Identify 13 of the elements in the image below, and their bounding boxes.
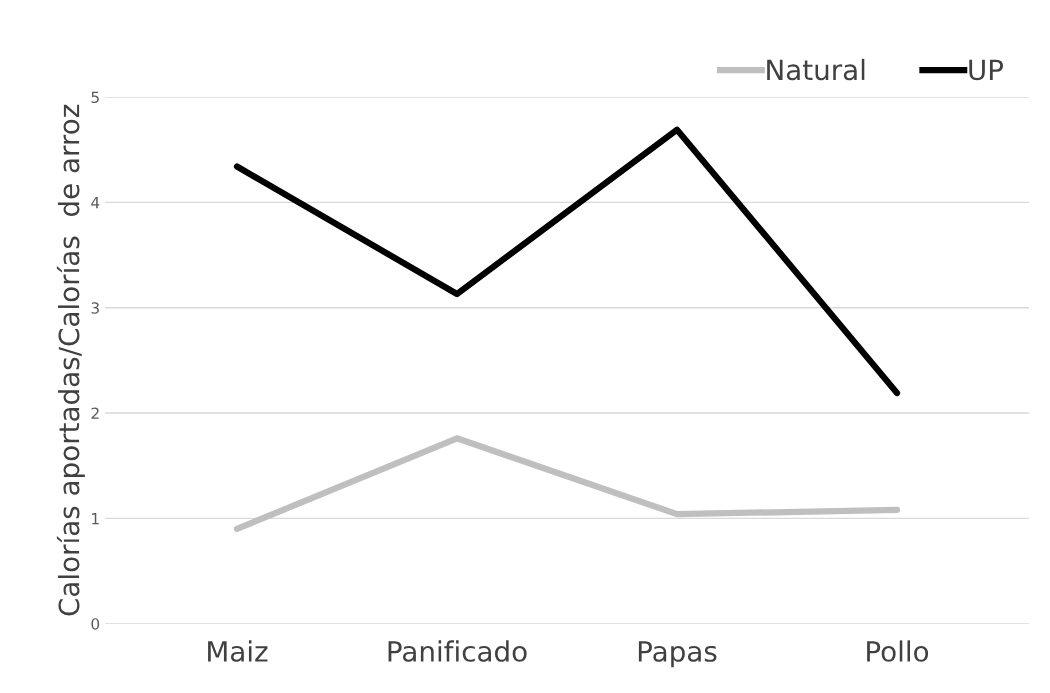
legend-label: UP [969,59,1004,81]
y-tick-label: 4 [91,197,100,209]
x-tick-label: Papas [638,641,717,668]
y-tick-label: 1 [92,513,99,525]
y-tick-label: 0 [91,618,100,630]
x-tick-label: Pollo [867,640,929,662]
x-tick-label: Maiz [208,640,268,662]
y-tick-label: 5 [91,91,99,104]
y-tick-label: 2 [91,407,99,419]
x-tick-label: Panificado [388,640,527,662]
y-axis-title: Calorías aportadas/Calorías de arroz [56,104,85,616]
legend-label: Natural [767,58,865,81]
y-tick-label: 3 [91,302,99,314]
